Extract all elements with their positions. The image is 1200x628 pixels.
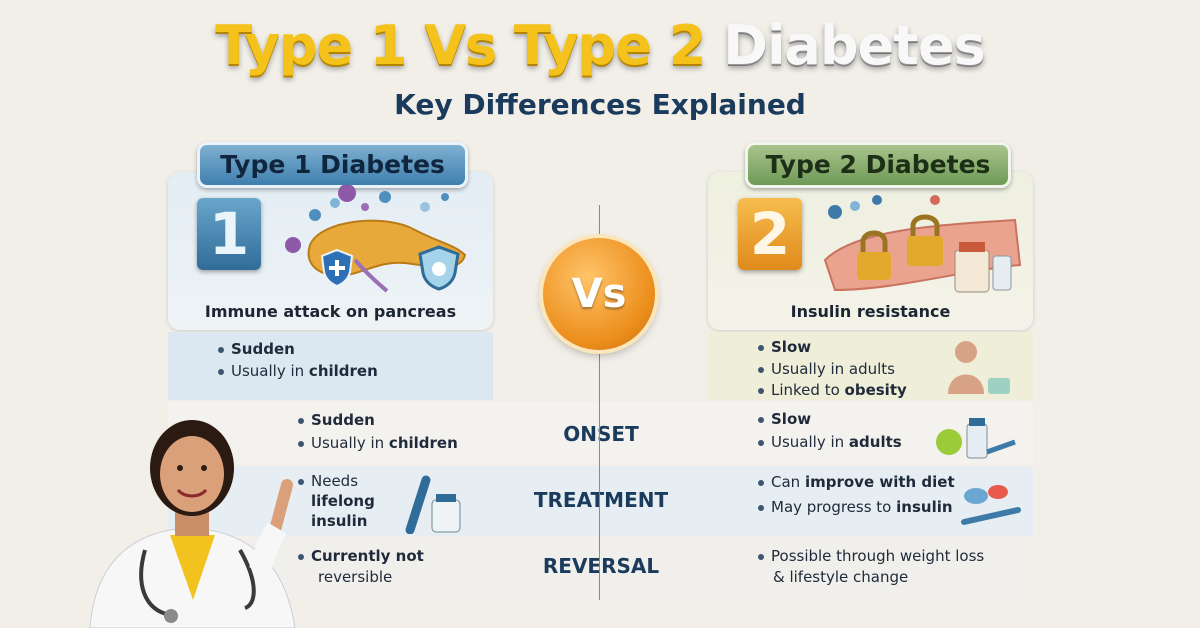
apple-icon [936,418,1016,459]
title-part1: Type 1 Vs Type 2 [215,14,706,77]
page-title: Type 1 Vs Type 2 Diabetes [0,14,1200,78]
list-item: Usually in adults [758,431,902,453]
shield-icon [418,245,460,291]
list-item: Linked to obesity [758,379,907,401]
reversal-left-line2: reversible [318,568,393,586]
type2-number: 2 [738,198,802,270]
treatment-row: Needs lifelong insulin TREATMENT Can imp… [168,466,1033,536]
page-subtitle: Key Differences Explained [394,88,806,121]
padlock-icon [823,195,1022,293]
title-part2: Diabetes [723,14,986,77]
list-item: Slow [758,336,811,358]
reversal-right-line2: & lifestyle change [773,568,909,586]
list-item: Currently not [298,545,424,567]
list-item: May progress to insulin [758,496,953,518]
doctor-illustration [89,420,296,628]
list-item: Sudden [298,409,375,431]
vs-badge: Vs [543,238,655,350]
list-item: Sudden [218,338,295,360]
list-item: Needs [298,470,358,492]
list-item: Usually in adults [758,358,895,380]
type1-caption: Immune attack on pancreas [204,302,457,321]
row-label-reversal: REVERSAL [542,554,660,578]
type2-heading: Type 2 Diabetes [745,142,1011,188]
type1-summary: Sudden Usually in children [168,332,493,400]
treatment-left-line2: lifelong [311,492,375,510]
insulin-pen-icon [405,475,461,534]
reversal-row: Currently not reversible REVERSAL Possib… [168,538,1033,598]
row-label-onset: ONSET [563,422,639,446]
type1-number: 1 [197,198,261,270]
onset-row: Sudden Usually in children ONSET Slow Us… [168,402,1033,464]
shield-icon [320,248,354,288]
list-item: Can improve with diet [758,471,955,493]
type1-heading: Type 1 Diabetes [197,142,468,188]
list-item: Slow [758,408,811,430]
list-item: Usually in children [218,360,378,382]
type2-summary: Slow Usually in adults Linked to obesity [708,332,1033,400]
type2-caption: Insulin resistance [790,302,951,321]
treatment-left-line3: insulin [311,512,368,530]
person-icon [948,341,1010,394]
list-item: Usually in children [298,432,458,454]
center-divider [599,205,600,600]
row-label-treatment: TREATMENT [533,488,669,512]
medicine-bottle-icon [961,485,1021,525]
list-item: Possible through weight loss [758,545,984,567]
